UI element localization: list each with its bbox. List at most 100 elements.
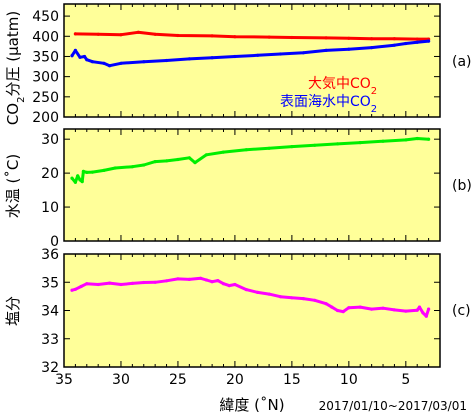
panel-a-series-1-point bbox=[404, 41, 408, 46]
panel-c-xtick-label: 10 bbox=[340, 372, 358, 388]
panel-b-series-0-point bbox=[313, 143, 317, 147]
panel-a-series-1-point bbox=[78, 55, 82, 59]
panel-a-co2: 200 250 300 350 400 450 bbox=[32, 3, 441, 126]
panel-b-series-0-point bbox=[76, 174, 80, 178]
panel-c-series-0-point bbox=[73, 287, 77, 291]
panel-c-series-0-point bbox=[96, 282, 100, 287]
panel-b-series-0-point bbox=[81, 169, 85, 173]
panel-a-ytick-label: 350 bbox=[32, 49, 59, 65]
panel-b-ylabel: 水温 (˚C) bbox=[4, 154, 22, 218]
panel-b-series-0-point bbox=[335, 142, 340, 146]
panel-a-series-1-point bbox=[102, 61, 106, 65]
panel-c-xtick-label: 15 bbox=[283, 372, 301, 388]
panel-b-series-0-point bbox=[381, 139, 385, 143]
panel-b-series-0-point bbox=[358, 141, 362, 145]
panel-a-series-1-point bbox=[210, 56, 214, 60]
panel-c-salinity: 32 33 34 35 36 35 30 25 20 15 10 5 bbox=[41, 247, 441, 388]
panel-b-ytick-label: 20 bbox=[41, 166, 59, 182]
panel-c-series-0-point bbox=[153, 280, 157, 284]
panel-c-series-0-point bbox=[204, 278, 208, 282]
panel-b-series-0-point bbox=[290, 145, 294, 149]
panel-c-series-0-point bbox=[70, 288, 74, 292]
panel-c-ytick-label: 34 bbox=[41, 304, 59, 320]
panel-c-series-0-point bbox=[119, 282, 123, 287]
panel-c-series-0-point bbox=[404, 309, 408, 313]
panel-a-series-0-point bbox=[415, 37, 419, 41]
panel-a-series-1-point bbox=[233, 54, 237, 59]
legend-seawater-co2-sub: 2 bbox=[371, 104, 377, 115]
panel-c-series-0-point bbox=[221, 282, 226, 286]
panel-c-ylabel: 塩分 bbox=[4, 296, 22, 326]
panel-a-series-0-point bbox=[324, 36, 328, 40]
panel-b-series-0-point bbox=[130, 165, 134, 169]
panel-c-series-0-point bbox=[108, 281, 112, 285]
panel-b-series-0-point bbox=[164, 159, 169, 163]
panel-a-ylabel-pre: CO bbox=[4, 103, 22, 125]
panel-a-ylabel-sub: 2 bbox=[16, 97, 27, 103]
panel-a-series-1-point bbox=[73, 48, 77, 53]
panel-a-series-1-point bbox=[301, 51, 305, 55]
panel-a-series-0-point bbox=[73, 32, 77, 36]
panel-b-frame bbox=[63, 128, 441, 242]
panel-a-series-0-point bbox=[176, 33, 180, 38]
panel-b-series-0-point bbox=[113, 166, 117, 170]
panel-a-label: (a) bbox=[452, 54, 472, 70]
panel-b-series-0-point bbox=[415, 136, 419, 141]
panel-c-series-0-point bbox=[335, 308, 340, 313]
panel-a-series-1-point bbox=[347, 47, 351, 51]
panel-a-series-0-point bbox=[153, 32, 157, 36]
panel-a-series-0-point bbox=[347, 36, 351, 40]
panel-a-series-1-point bbox=[119, 61, 123, 65]
panel-c-xtick-label: 30 bbox=[112, 372, 130, 388]
panel-a-ytick-label: 250 bbox=[32, 90, 59, 106]
legend-seawater-co2-text: 表面海水中CO bbox=[280, 94, 371, 110]
panel-c-series-0-point bbox=[290, 296, 294, 300]
panel-c-series-0-point bbox=[85, 282, 89, 286]
panel-c-series-0-point bbox=[427, 307, 431, 311]
panel-a-ylabel: CO2分圧 (µatm) bbox=[4, 11, 27, 125]
panel-c-series-0-point bbox=[187, 277, 191, 281]
panel-c-ytick-label: 36 bbox=[41, 247, 59, 263]
panel-c-xtick-label: 20 bbox=[226, 372, 244, 388]
panel-c-series-0-point bbox=[267, 292, 271, 296]
panel-c-series-0-point bbox=[130, 281, 134, 285]
panel-b-series-0-point bbox=[404, 138, 408, 142]
panel-c-series-0-point bbox=[233, 282, 237, 287]
panel-a-series-0-line bbox=[73, 30, 431, 41]
panel-a-series-1-point bbox=[370, 46, 374, 50]
panel-c-series-0-point bbox=[341, 310, 345, 314]
panel-c-series-0-point bbox=[256, 290, 260, 294]
panel-c-series-0-point bbox=[424, 314, 428, 318]
panel-a-ytick-label: 400 bbox=[32, 29, 59, 45]
panel-c-series-0-point bbox=[370, 307, 374, 311]
panel-b-series-0-point bbox=[78, 178, 82, 182]
panel-a-series-1-point bbox=[256, 53, 260, 57]
legend-atmospheric-co2-text: 大気中CO bbox=[308, 76, 371, 92]
panel-a-series-1-point bbox=[415, 40, 419, 44]
panel-c-series-0-point bbox=[176, 277, 180, 281]
panel-c-ytick-label: 32 bbox=[41, 360, 59, 376]
panel-a-series-0-point bbox=[136, 30, 140, 34]
legend-seawater-co2: 表面海水中CO2 bbox=[280, 94, 377, 115]
panel-c-series-0-point bbox=[324, 302, 328, 306]
panel-c-series-0-point bbox=[210, 280, 214, 284]
panel-c-series-0-point bbox=[417, 305, 422, 309]
x-axis-label: 緯度 (˚N) bbox=[219, 396, 284, 414]
panel-c-background bbox=[64, 254, 440, 367]
panel-b-series-0-point bbox=[85, 170, 89, 174]
panel-b-water-temperature: 0 10 20 30 bbox=[41, 128, 441, 250]
panel-c-xtick-label: 25 bbox=[169, 372, 187, 388]
panel-b-series-0-point bbox=[70, 176, 74, 180]
panel-c-series-0-point bbox=[79, 284, 83, 289]
panel-b-series-0-point bbox=[153, 160, 157, 164]
panel-c-series-0-point bbox=[199, 276, 203, 280]
panel-b-series-0-point bbox=[221, 150, 226, 154]
panel-b-ytick-label: 10 bbox=[41, 200, 59, 216]
panel-c-series-0-point bbox=[421, 311, 425, 315]
panel-b-series-0-point bbox=[427, 137, 431, 141]
panel-c-series-0-point bbox=[142, 280, 146, 285]
panel-b-series-0-point bbox=[90, 170, 95, 174]
panel-c-ytick-label: 33 bbox=[41, 332, 59, 348]
panel-c-series-0-point bbox=[164, 279, 169, 283]
